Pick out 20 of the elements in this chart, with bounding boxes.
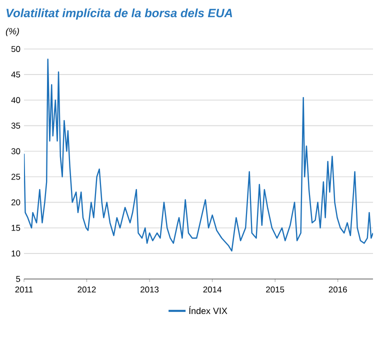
x-tick-label: 2011 bbox=[15, 286, 33, 293]
y-tick-label: 50 bbox=[11, 46, 20, 52]
y-tick-label: 30 bbox=[11, 148, 20, 154]
x-tick-label: 2015 bbox=[266, 286, 284, 293]
x-tick-label: 2013 bbox=[140, 286, 159, 293]
y-tick-label: 10 bbox=[12, 250, 20, 256]
chart-title: Volatilitat implícita de la borsa dels EUA bbox=[6, 8, 232, 20]
y-tick-label: 25 bbox=[11, 174, 20, 180]
x-tick-label: 2016 bbox=[328, 286, 347, 293]
y-tick-label: 35 bbox=[11, 122, 20, 129]
y-tick-label: 20 bbox=[11, 199, 20, 206]
legend-label: Índex VIX bbox=[189, 306, 228, 314]
x-tick-label: 2012 bbox=[78, 286, 96, 293]
y-tick-label: 5 bbox=[16, 276, 20, 282]
y-tick-label: 40 bbox=[11, 97, 20, 104]
y-axis-title: (%) bbox=[6, 28, 19, 36]
y-tick-label: 45 bbox=[11, 72, 20, 78]
x-tick-label: 2014 bbox=[203, 286, 222, 293]
line-series bbox=[24, 58, 374, 252]
y-tick-label: 15 bbox=[12, 224, 20, 231]
